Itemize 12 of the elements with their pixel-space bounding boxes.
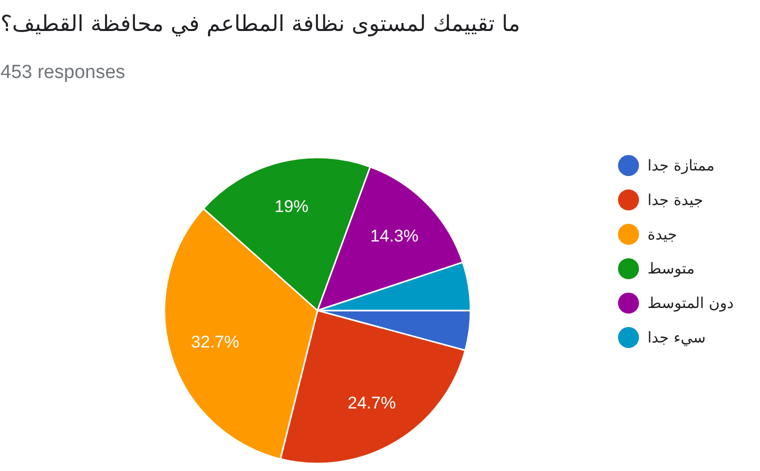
legend-label: سيء جدا [648,328,706,346]
legend-label: متوسط [648,260,695,278]
data-label: 24.7% [348,393,396,412]
data-label: 14.3% [370,226,419,246]
legend-label: ممتازة جدا [648,156,714,174]
legend-label: جيدة [648,225,678,244]
data-label: 32.7% [191,332,240,352]
chart-subtitle: 453 responses [0,62,126,83]
data-label: 19% [274,197,309,216]
legend-label: دون المتوسط [648,294,734,312]
chart-title: ما تقييمك لمستوى نظافة المطاعم في محافظة القطيف؟ [0,12,520,37]
legend-label: جيدة جدا [648,190,704,209]
